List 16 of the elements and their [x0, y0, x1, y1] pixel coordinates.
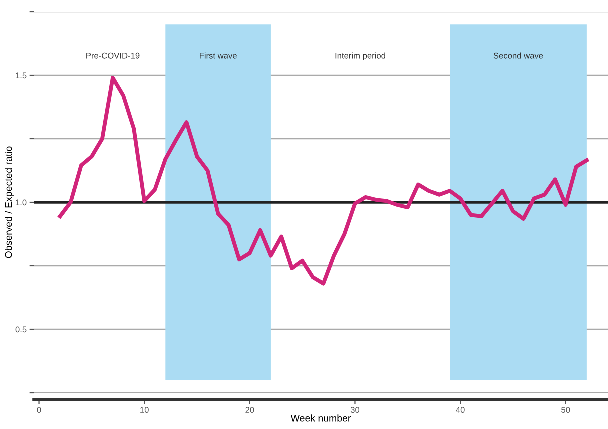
- x-tick-label: 20: [246, 407, 254, 414]
- band-label: First wave: [200, 52, 237, 59]
- x-tick-label: 30: [350, 407, 360, 414]
- y-axis-title: Observed / Expected ratio: [5, 146, 14, 258]
- band-label: Second wave: [494, 52, 544, 59]
- x-axis-title: Week number: [290, 414, 352, 422]
- annotation: Pre-COVID-19: [86, 52, 140, 59]
- x-tick-label: 10: [140, 407, 149, 414]
- x-tick-label: 50: [562, 407, 570, 414]
- x-tick-label: 40: [456, 407, 465, 414]
- annotation: Interim period: [336, 52, 386, 60]
- line-series: [58, 76, 589, 286]
- y-tick-label: 1.5: [16, 72, 27, 79]
- y-tick-label: 0.5: [16, 326, 27, 333]
- y-tick-label: 1.0: [16, 200, 27, 206]
- x-tick-label: 0: [37, 407, 42, 414]
